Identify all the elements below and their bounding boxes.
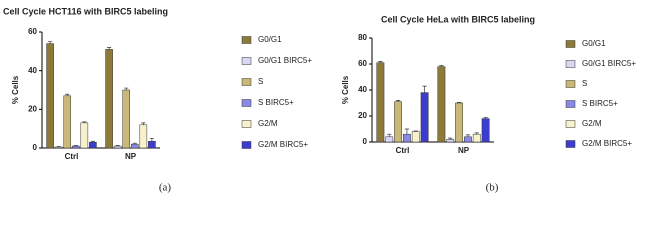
error-bar (483, 116, 488, 119)
y-axis-label: % Cells (341, 75, 350, 104)
bar (46, 43, 54, 149)
legend-swatch (241, 141, 252, 149)
y-tick-label: 40 (358, 85, 367, 94)
legend-swatch (565, 80, 576, 88)
legend-swatch (565, 40, 576, 48)
legend-label: S BIRC5+ (258, 98, 294, 107)
error-bar (141, 122, 146, 125)
legend-label: G2/M (258, 119, 278, 128)
y-tick-label: 0 (363, 137, 368, 146)
panel-label: (b) (486, 182, 499, 194)
bar (455, 102, 463, 143)
y-tick-label: 80 (358, 33, 367, 42)
legend-swatch (565, 60, 576, 68)
bar (437, 66, 446, 143)
bar (420, 92, 429, 143)
y-tick-label: 60 (28, 27, 37, 36)
bar (130, 143, 139, 149)
legend-swatch (241, 120, 252, 128)
bar (71, 145, 80, 149)
chart-title: Cell Cycle HCT116 with BIRC5 labeling (3, 6, 168, 16)
error-bar (456, 102, 462, 103)
legend-label: G2/M BIRC5+ (582, 139, 632, 148)
error-bar (65, 93, 70, 96)
y-axis-label: % Cells (11, 75, 20, 104)
error-bar (90, 140, 96, 143)
legend-label: G2/M (582, 119, 602, 128)
legend-label: G0/G1 BIRC5+ (582, 59, 636, 68)
bar (446, 139, 455, 143)
error-bar (413, 130, 418, 132)
bar (148, 140, 156, 149)
legend-swatch (241, 78, 252, 86)
legend-swatch (565, 140, 576, 148)
error-bar (47, 41, 53, 44)
error-bar (422, 85, 427, 93)
legend-label: S (582, 79, 587, 88)
chart-title: Cell Cycle HeLa with BIRC5 labeling (381, 14, 535, 24)
legend-swatch (565, 120, 576, 128)
bar (139, 124, 148, 149)
error-bar (439, 64, 444, 67)
legend-label: G0/G1 (582, 39, 606, 48)
bar (113, 145, 122, 149)
bar (80, 122, 89, 149)
error-bar (115, 145, 120, 147)
error-bar (132, 142, 137, 145)
legend-label: G2/M BIRC5+ (258, 140, 308, 149)
legend-swatch (241, 36, 252, 44)
x-tick-label: Ctrl (65, 152, 79, 161)
bar (481, 118, 490, 143)
panel-label: (a) (159, 182, 172, 194)
error-bar (474, 132, 479, 135)
legend-swatch (241, 57, 252, 65)
y-tick-label: 20 (358, 111, 367, 120)
legend-swatch (565, 100, 576, 108)
error-bar (387, 133, 392, 137)
error-bar (378, 61, 383, 63)
bar (403, 133, 411, 143)
bar (411, 131, 420, 143)
y-tick-label: 20 (28, 104, 37, 113)
bar (89, 141, 97, 149)
bar (105, 49, 113, 149)
error-bar (395, 100, 401, 102)
bar (385, 136, 394, 143)
error-bar (149, 137, 155, 142)
error-bar (106, 47, 112, 50)
figure: Cell Cycle HCT116 with BIRC5 labeling % C… (3, 6, 636, 194)
y-tick-label: 0 (33, 143, 38, 152)
bar (122, 89, 131, 149)
x-tick-label: NP (125, 152, 137, 161)
bar (376, 62, 385, 143)
error-bar (56, 146, 61, 148)
error-bar (404, 128, 410, 135)
legend-label: G0/G1 (258, 35, 282, 44)
legend-label: G0/G1 BIRC5+ (258, 56, 312, 65)
error-bar (124, 87, 129, 90)
error-bar (82, 121, 87, 123)
x-tick-label: Ctrl (396, 146, 410, 155)
y-tick-label: 40 (28, 66, 37, 75)
bar (464, 136, 472, 143)
bar (394, 101, 402, 143)
bar (63, 95, 72, 149)
error-bar (73, 145, 78, 147)
legend-label: S BIRC5+ (582, 99, 618, 108)
legend-label: S (258, 77, 263, 86)
error-bar (465, 134, 471, 137)
bar (54, 146, 63, 149)
y-tick-label: 60 (358, 59, 367, 68)
error-bar (448, 137, 453, 140)
legend-swatch (241, 99, 252, 107)
bar (472, 133, 481, 143)
x-tick-label: NP (458, 146, 470, 155)
